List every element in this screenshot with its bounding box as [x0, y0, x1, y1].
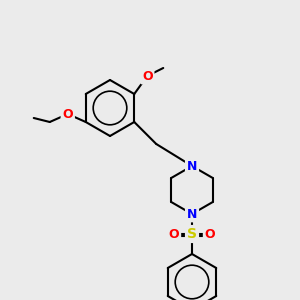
Text: S: S [187, 227, 197, 241]
Text: O: O [62, 107, 73, 121]
Text: O: O [205, 227, 215, 241]
Text: O: O [169, 227, 179, 241]
Text: N: N [187, 208, 197, 220]
Text: N: N [187, 160, 197, 172]
Text: O: O [142, 70, 153, 83]
